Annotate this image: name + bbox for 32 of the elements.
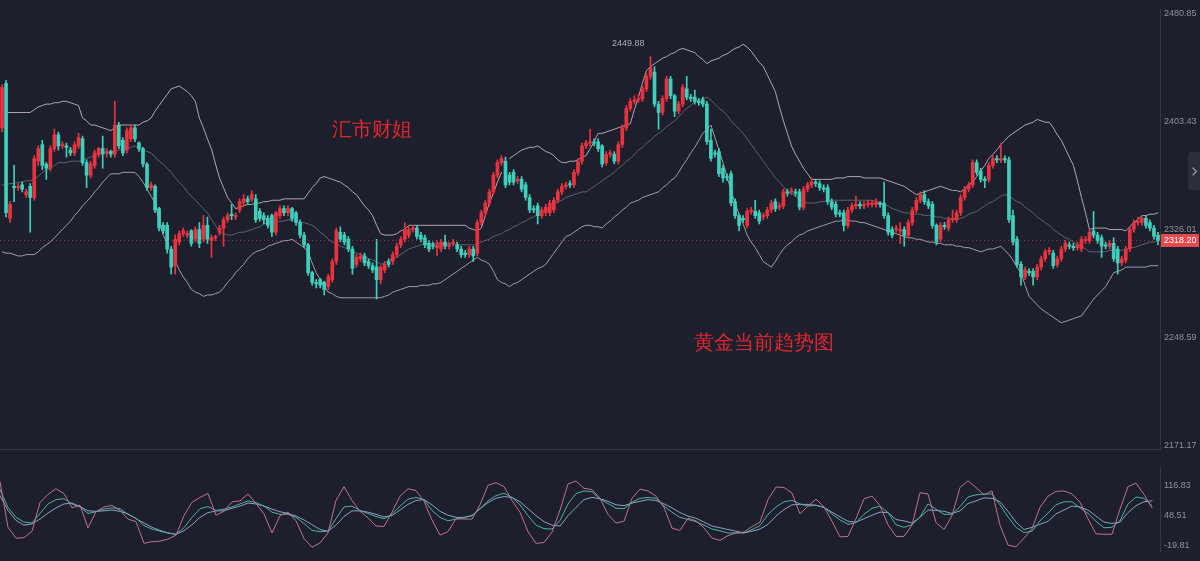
y-tick-label: 48.51	[1164, 509, 1187, 520]
y-tick-label: 2248.59	[1164, 331, 1197, 342]
candlestick	[902, 226, 907, 247]
candlestick	[463, 250, 468, 258]
candlestick	[588, 128, 592, 147]
y-tick-label: 2480.85	[1164, 8, 1197, 19]
candlestick	[898, 222, 903, 244]
y-tick-label: -19.81	[1164, 539, 1190, 550]
candlestick	[862, 201, 866, 209]
candlestick	[854, 195, 858, 209]
y-tick-label: 116.83	[1164, 480, 1191, 491]
y-tick-label: 2326.01	[1164, 223, 1197, 234]
candlestick	[1027, 268, 1031, 276]
candlestick	[866, 199, 870, 208]
y-tick-label: 2403.43	[1164, 116, 1197, 127]
candlestick	[451, 238, 455, 247]
candlestick	[568, 180, 572, 189]
candlestick	[100, 135, 105, 169]
candlestick	[104, 148, 109, 158]
text: 黄金当前趋势图	[694, 330, 834, 355]
candlestick	[999, 142, 1003, 163]
candlestick	[16, 183, 20, 191]
y-tick-label: 2171.17	[1164, 439, 1197, 450]
candlestick	[870, 199, 874, 208]
candlestick	[28, 183, 33, 233]
candlestick	[12, 165, 16, 202]
candlestick	[858, 201, 862, 209]
annotation: 2449.88	[612, 37, 645, 48]
ref-line-label: 2318.20	[1164, 235, 1197, 246]
annotation: 汇市财姐	[332, 117, 412, 142]
candlestick	[995, 155, 999, 163]
candlestick	[741, 215, 745, 223]
